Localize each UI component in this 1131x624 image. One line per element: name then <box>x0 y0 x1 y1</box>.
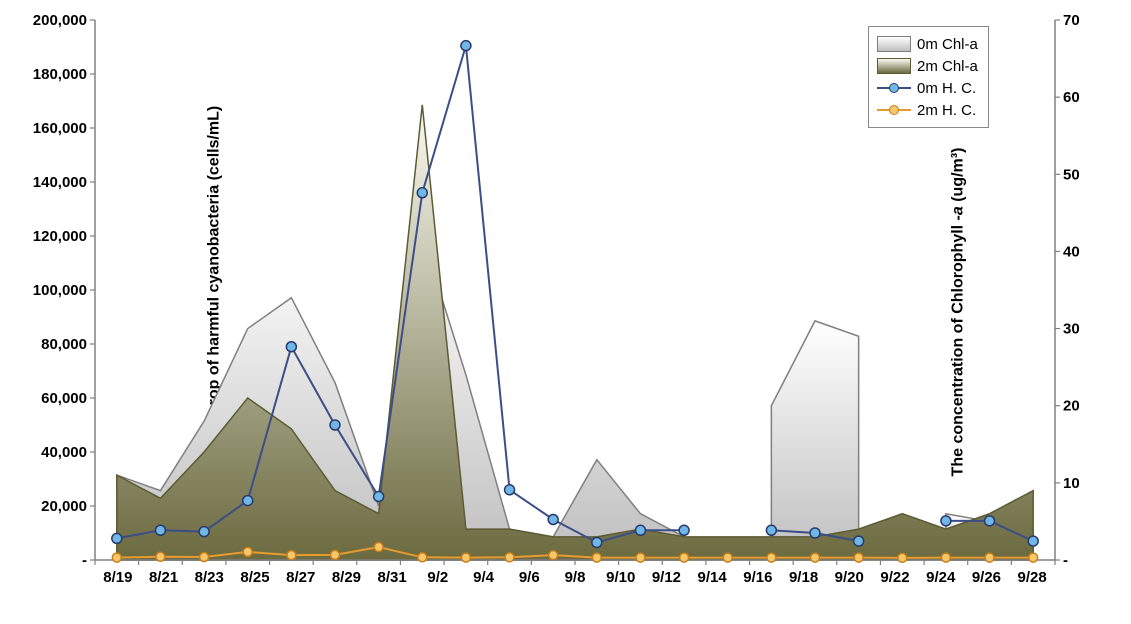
marker-0m-H.-C. <box>417 188 427 198</box>
y-right-tick-label: 30 <box>1063 321 1080 338</box>
marker-0m-H.-C. <box>1028 536 1038 546</box>
marker-2m-H.-C. <box>200 553 209 562</box>
x-tick-label: 8/25 <box>240 569 269 586</box>
marker-2m-H.-C. <box>723 553 732 562</box>
marker-2m-H.-C. <box>461 553 470 562</box>
y-right-tick-label: - <box>1063 552 1068 569</box>
y-left-tick-label: 100,000 <box>33 282 87 299</box>
legend: 0m Chl-a 2m Chl-a 0m H. C. 2m H. C. <box>868 26 989 128</box>
x-tick-label: 9/6 <box>519 569 540 586</box>
legend-swatch-line <box>877 102 911 118</box>
marker-0m-H.-C. <box>286 342 296 352</box>
y-left-tick-label: - <box>82 552 87 569</box>
chart-container: The standing crop of harmful cyanobacter… <box>0 0 1131 624</box>
marker-2m-H.-C. <box>243 547 252 556</box>
y-right-tick-label: 20 <box>1063 398 1080 415</box>
marker-2m-H.-C. <box>898 553 907 562</box>
marker-0m-H.-C. <box>592 537 602 547</box>
marker-0m-H.-C. <box>155 525 165 535</box>
marker-2m-H.-C. <box>941 553 950 562</box>
marker-2m-H.-C. <box>767 553 776 562</box>
x-tick-label: 9/10 <box>606 569 635 586</box>
legend-swatch-line <box>877 80 911 96</box>
marker-2m-H.-C. <box>1029 553 1038 562</box>
y-left-tick-label: 140,000 <box>33 174 87 191</box>
legend-label: 0m H. C. <box>917 80 976 97</box>
marker-0m-H.-C. <box>854 536 864 546</box>
y-right-tick-label: 10 <box>1063 475 1080 492</box>
marker-2m-H.-C. <box>680 553 689 562</box>
x-tick-label: 9/8 <box>565 569 586 586</box>
marker-0m-H.-C. <box>374 492 384 502</box>
x-tick-label: 9/12 <box>652 569 681 586</box>
legend-label: 2m H. C. <box>917 102 976 119</box>
x-tick-label: 9/22 <box>880 569 909 586</box>
y-left-tick-label: 200,000 <box>33 12 87 29</box>
marker-2m-H.-C. <box>156 552 165 561</box>
x-tick-label: 9/24 <box>926 569 956 586</box>
marker-2m-H.-C. <box>418 553 427 562</box>
legend-label: 2m Chl-a <box>917 58 978 75</box>
x-tick-label: 8/27 <box>286 569 315 586</box>
marker-2m-H.-C. <box>592 553 601 562</box>
marker-2m-H.-C. <box>636 553 645 562</box>
y-left-tick-label: 20,000 <box>41 498 87 515</box>
area-series-group <box>117 105 1033 560</box>
x-tick-label: 9/14 <box>698 569 728 586</box>
marker-0m-H.-C. <box>810 528 820 538</box>
x-tick-label: 8/21 <box>149 569 178 586</box>
legend-item: 2m Chl-a <box>877 55 978 77</box>
y-left-tick-label: 60,000 <box>41 390 87 407</box>
x-tick-label: 8/19 <box>103 569 132 586</box>
marker-2m-H.-C. <box>985 553 994 562</box>
x-tick-label: 8/29 <box>332 569 361 586</box>
x-tick-label: 9/20 <box>835 569 864 586</box>
marker-0m-H.-C. <box>505 485 515 495</box>
marker-2m-H.-C. <box>331 550 340 559</box>
marker-0m-H.-C. <box>548 515 558 525</box>
y-left-tick-label: 180,000 <box>33 66 87 83</box>
marker-0m-H.-C. <box>679 525 689 535</box>
marker-0m-H.-C. <box>941 516 951 526</box>
area-0m-Chl-a <box>771 321 858 560</box>
marker-0m-H.-C. <box>461 41 471 51</box>
y-left-tick-label: 80,000 <box>41 336 87 353</box>
marker-2m-H.-C. <box>374 543 383 552</box>
marker-2m-H.-C. <box>549 551 558 560</box>
legend-label: 0m Chl-a <box>917 36 978 53</box>
x-tick-label: 9/4 <box>473 569 495 586</box>
marker-2m-H.-C. <box>287 551 296 560</box>
marker-2m-H.-C. <box>854 553 863 562</box>
x-tick-label: 9/2 <box>427 569 448 586</box>
marker-0m-H.-C. <box>330 420 340 430</box>
y-left-tick-label: 120,000 <box>33 228 87 245</box>
marker-0m-H.-C. <box>112 533 122 543</box>
legend-swatch-area <box>877 36 911 52</box>
x-tick-label: 9/26 <box>972 569 1001 586</box>
marker-0m-H.-C. <box>985 516 995 526</box>
legend-swatch-area <box>877 58 911 74</box>
marker-2m-H.-C. <box>505 553 514 562</box>
y-right-tick-label: 70 <box>1063 12 1080 29</box>
y-left-tick-label: 40,000 <box>41 444 87 461</box>
marker-2m-H.-C. <box>112 553 121 562</box>
y-right-tick-label: 40 <box>1063 243 1080 260</box>
x-tick-label: 8/31 <box>378 569 407 586</box>
marker-0m-H.-C. <box>243 496 253 506</box>
y-right-tick-label: 50 <box>1063 166 1080 183</box>
marker-2m-H.-C. <box>811 553 820 562</box>
x-tick-label: 9/16 <box>743 569 772 586</box>
legend-item: 0m Chl-a <box>877 33 978 55</box>
marker-0m-H.-C. <box>199 527 209 537</box>
y-right-tick-label: 60 <box>1063 89 1080 106</box>
x-tick-label: 8/23 <box>195 569 224 586</box>
x-tick-label: 9/18 <box>789 569 818 586</box>
marker-0m-H.-C. <box>766 525 776 535</box>
legend-item: 0m H. C. <box>877 77 978 99</box>
legend-item: 2m H. C. <box>877 99 978 121</box>
marker-0m-H.-C. <box>635 525 645 535</box>
y-left-tick-label: 160,000 <box>33 120 87 137</box>
x-tick-label: 9/28 <box>1018 569 1047 586</box>
